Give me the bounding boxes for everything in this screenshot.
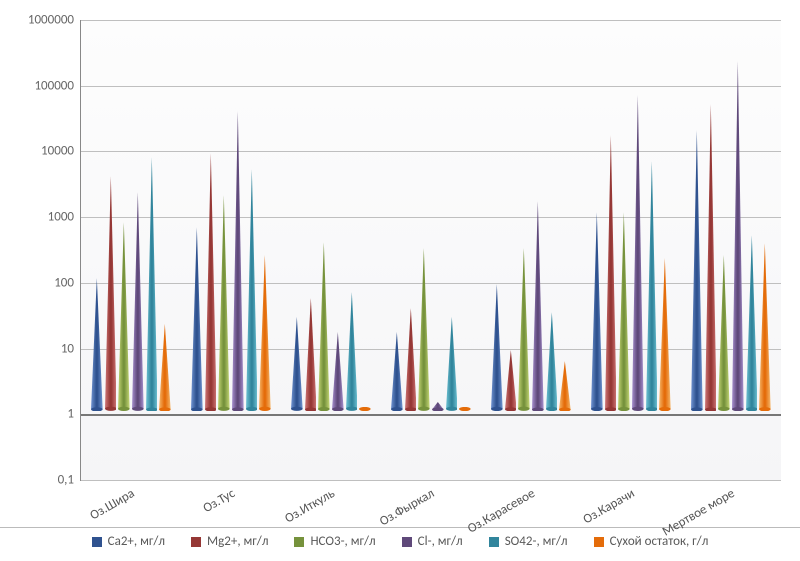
cone-bar — [332, 337, 344, 414]
chart-container: Ca2+, мг/л Mg2+, мг/л HCO3-, мг/л Cl-, мг/л… — [0, 0, 800, 561]
cone-bar — [105, 181, 117, 414]
y-tick-label: 1 — [4, 407, 74, 422]
y-tick-label: 1000000 — [4, 13, 74, 28]
category-group — [391, 20, 471, 414]
legend-label: SO42-, мг/л — [505, 534, 568, 549]
gridline — [81, 480, 781, 481]
legend-label: Ca2+, мг/л — [108, 534, 165, 549]
legend-label: Mg2+, мг/л — [207, 534, 268, 549]
cone-bar — [418, 253, 430, 414]
gridline — [81, 414, 781, 416]
cone-bar — [159, 329, 171, 414]
cone-bar — [346, 297, 358, 414]
cone-bar — [618, 217, 630, 414]
legend-label: Сухой остаток, г/л — [610, 534, 709, 549]
cone-bar — [118, 227, 130, 414]
cone-bar — [705, 109, 717, 415]
cone-bar — [632, 100, 644, 414]
category-group — [591, 20, 671, 414]
cone-bar — [446, 322, 458, 414]
cone-bar — [359, 412, 371, 414]
x-tick-label: Оз.Тус — [200, 486, 237, 516]
legend-swatch — [191, 537, 201, 547]
x-tick-label: Оз.Иткуль — [282, 486, 337, 526]
cone-bar — [605, 140, 617, 414]
cone-bar — [646, 166, 658, 414]
category-group — [191, 20, 271, 414]
legend-swatch — [92, 537, 102, 547]
cone-bar — [191, 232, 203, 415]
x-tick-label: Оз.Шира — [88, 486, 138, 523]
category-group — [491, 20, 571, 414]
cone-bar — [91, 283, 103, 414]
category-group — [291, 20, 371, 414]
cone-bar — [559, 366, 571, 415]
legend-swatch — [594, 537, 604, 547]
legend-swatch — [489, 537, 499, 547]
cone-bar — [659, 263, 671, 414]
y-tick-label: 10000 — [4, 144, 74, 159]
category-group — [691, 20, 771, 414]
cone-bar — [232, 116, 244, 415]
cone-bar — [259, 260, 271, 414]
cone-bar — [432, 407, 444, 414]
cone-bar — [132, 197, 144, 414]
legend-item: Сухой остаток, г/л — [594, 534, 709, 549]
legend-item: HCO3-, мг/л — [294, 534, 375, 549]
cone-bar — [732, 66, 744, 414]
plot-area — [80, 20, 781, 481]
cone-bar — [746, 240, 758, 414]
cone-bar — [591, 217, 603, 414]
cone-bar — [505, 355, 517, 414]
cone-bar — [459, 412, 471, 414]
legend-label: Cl-, мг/л — [418, 534, 463, 549]
cone-bar — [546, 317, 558, 414]
y-tick-label: 10 — [4, 341, 74, 356]
x-tick-label: Оз.Карачи — [581, 486, 638, 527]
legend-item: Ca2+, мг/л — [92, 534, 165, 549]
cone-bar — [318, 247, 330, 414]
cone-bar — [246, 174, 258, 414]
cone-bar — [205, 158, 217, 414]
cone-bar — [291, 322, 303, 414]
cone-bar — [518, 253, 530, 414]
cone-bar — [218, 200, 230, 414]
y-tick-label: 100000 — [4, 78, 74, 93]
legend-item: SO42-, мг/л — [489, 534, 568, 549]
cone-bar — [718, 260, 730, 414]
y-tick-label: 0,1 — [4, 473, 74, 488]
legend-item: Cl-, мг/л — [402, 534, 463, 549]
cone-bar — [405, 313, 417, 414]
legend-item: Mg2+, мг/л — [191, 534, 268, 549]
cone-bar — [691, 135, 703, 415]
y-tick-label: 100 — [4, 275, 74, 290]
y-tick-label: 1000 — [4, 210, 74, 225]
cone-bar — [391, 337, 403, 414]
category-group — [91, 20, 171, 414]
cone-bar — [532, 206, 544, 415]
x-tick-label: Оз.Фыркал — [377, 486, 437, 529]
legend-swatch — [294, 537, 304, 547]
legend-swatch — [402, 537, 412, 547]
cone-bar — [305, 303, 317, 415]
cone-bar — [146, 162, 158, 415]
cone-bar — [759, 248, 771, 414]
cone-bar — [491, 289, 503, 414]
legend-label: HCO3-, мг/л — [310, 534, 375, 549]
